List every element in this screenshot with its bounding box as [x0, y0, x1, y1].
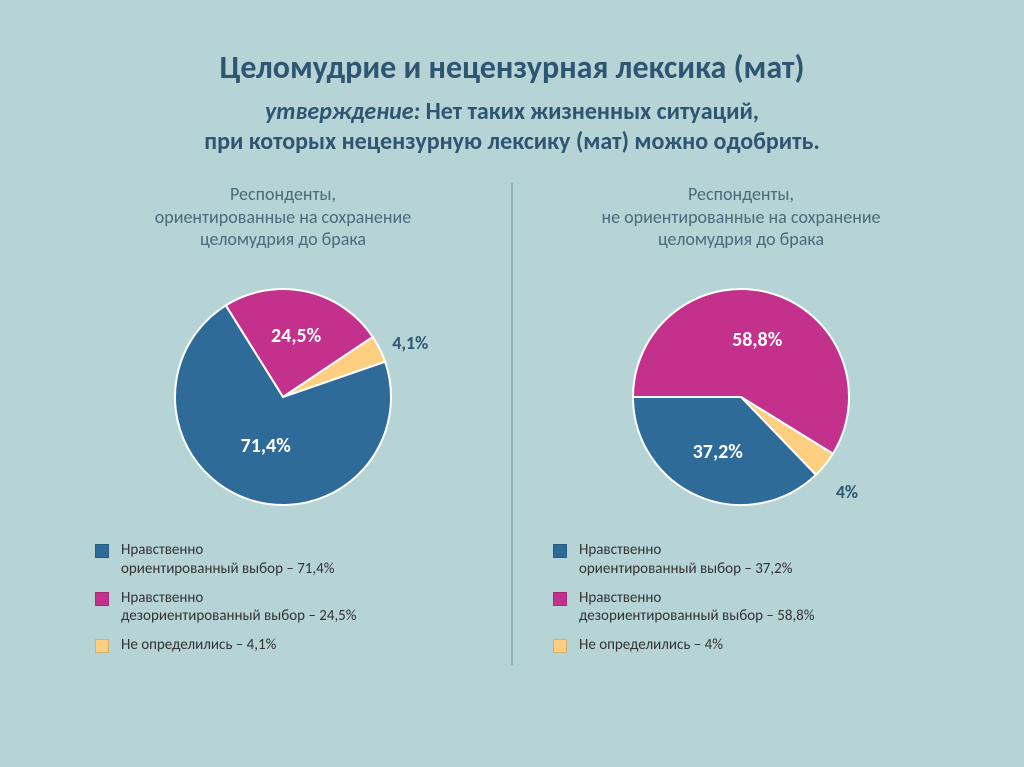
legend-text: Нравственноориентированный выбор – 37,2% — [579, 541, 792, 579]
vertical-divider — [511, 183, 513, 665]
panels-row: Респонденты,ориентированные на сохранени… — [60, 183, 964, 665]
legend-item: Нравственнодезориентированный выбор – 58… — [553, 589, 815, 627]
slice-label: 4,1% — [392, 332, 428, 354]
legend-left: Нравственноориентированный выбор – 71,4%… — [63, 541, 357, 665]
panel-right: Респонденты,не ориентированные на сохран… — [521, 183, 961, 665]
slice-label: 4% — [836, 481, 858, 503]
legend-swatch — [553, 592, 567, 606]
legend-right: Нравственноориентированный выбор – 37,2%… — [521, 541, 815, 665]
legend-text: Не определились – 4,1% — [121, 636, 276, 655]
legend-swatch — [553, 639, 567, 653]
legend-swatch — [95, 592, 109, 606]
pie-chart-left: 24,5% 4,1% 71,4% — [123, 261, 443, 521]
panel-right-title: Респонденты,не ориентированные на сохран… — [601, 183, 880, 253]
legend-swatch — [553, 544, 567, 558]
slice-label: 71,4% — [241, 434, 291, 458]
slice-label: 24,5% — [271, 324, 321, 348]
legend-item: Нравственноориентированный выбор – 37,2% — [553, 541, 815, 579]
slice-label: 37,2% — [693, 440, 743, 464]
panel-left: Респонденты,ориентированные на сохранени… — [63, 183, 503, 665]
legend-text: Нравственноориентированный выбор – 71,4% — [121, 541, 334, 579]
slice-label: 58,8% — [732, 328, 782, 352]
legend-item: Нравственноориентированный выбор – 71,4% — [95, 541, 357, 579]
panel-left-title: Респонденты,ориентированные на сохранени… — [155, 183, 411, 253]
legend-item: Не определились – 4,1% — [95, 636, 357, 655]
page-subtitle: утверждение: Нет таких жизненных ситуаци… — [60, 97, 964, 157]
legend-swatch — [95, 544, 109, 558]
page-title: Целомудрие и нецензурная лексика (мат) — [60, 48, 964, 87]
legend-item: Нравственнодезориентированный выбор – 24… — [95, 589, 357, 627]
legend-text: Нравственнодезориентированный выбор – 24… — [121, 589, 357, 627]
legend-swatch — [95, 639, 109, 653]
legend-text: Нравственнодезориентированный выбор – 58… — [579, 589, 815, 627]
legend-item: Не определились – 4% — [553, 636, 815, 655]
legend-text: Не определились – 4% — [579, 636, 723, 655]
pie-chart-right: 58,8% 4% 37,2% — [581, 261, 901, 521]
subtitle-label: утверждение: — [265, 97, 420, 126]
